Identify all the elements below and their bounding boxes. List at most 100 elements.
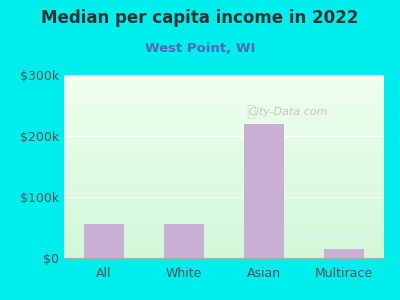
Bar bbox=[64, 183, 384, 185]
Bar bbox=[64, 203, 384, 205]
Bar bbox=[64, 216, 384, 218]
Bar bbox=[64, 192, 384, 194]
Bar bbox=[64, 210, 384, 212]
Bar bbox=[64, 110, 384, 112]
Bar bbox=[64, 165, 384, 167]
Bar bbox=[64, 132, 384, 134]
Bar bbox=[64, 238, 384, 240]
Bar bbox=[64, 134, 384, 135]
Bar bbox=[64, 230, 384, 232]
Bar bbox=[64, 200, 384, 201]
Bar bbox=[64, 150, 384, 152]
Bar bbox=[64, 119, 384, 121]
Bar bbox=[64, 123, 384, 124]
Bar bbox=[64, 174, 384, 176]
Bar bbox=[64, 92, 384, 93]
Bar bbox=[64, 104, 384, 106]
Bar bbox=[64, 176, 384, 178]
Bar bbox=[64, 212, 384, 214]
Bar bbox=[64, 84, 384, 86]
Bar bbox=[64, 79, 384, 80]
Bar bbox=[64, 139, 384, 141]
Bar bbox=[64, 145, 384, 146]
Bar bbox=[64, 198, 384, 200]
Bar bbox=[64, 100, 384, 103]
Bar bbox=[64, 163, 384, 165]
Bar bbox=[64, 178, 384, 179]
Bar bbox=[64, 99, 384, 100]
Bar bbox=[64, 208, 384, 210]
Bar bbox=[64, 205, 384, 207]
Bar bbox=[64, 236, 384, 238]
Bar bbox=[64, 128, 384, 130]
Bar bbox=[64, 152, 384, 154]
Bar bbox=[64, 225, 384, 227]
Bar bbox=[64, 242, 384, 243]
Bar bbox=[64, 253, 384, 254]
Text: City-Data.com: City-Data.com bbox=[248, 106, 328, 117]
Bar bbox=[64, 245, 384, 247]
Bar bbox=[244, 124, 284, 258]
Bar bbox=[64, 251, 384, 253]
Bar bbox=[64, 148, 384, 150]
Bar bbox=[64, 220, 384, 221]
Bar bbox=[64, 141, 384, 143]
Bar bbox=[64, 181, 384, 183]
Bar bbox=[64, 113, 384, 115]
Bar bbox=[64, 232, 384, 234]
Bar bbox=[64, 95, 384, 97]
Bar bbox=[64, 102, 384, 104]
Bar bbox=[64, 155, 384, 157]
Bar bbox=[64, 143, 384, 145]
Bar bbox=[164, 224, 204, 258]
Bar bbox=[64, 256, 384, 258]
Bar bbox=[64, 247, 384, 249]
Bar bbox=[64, 179, 384, 181]
Bar bbox=[64, 159, 384, 161]
Bar bbox=[64, 112, 384, 113]
Bar bbox=[64, 82, 384, 84]
Bar bbox=[64, 201, 384, 203]
Bar bbox=[64, 221, 384, 223]
Bar bbox=[64, 90, 384, 92]
Bar bbox=[64, 154, 384, 155]
Text: Median per capita income in 2022: Median per capita income in 2022 bbox=[41, 9, 359, 27]
Bar bbox=[64, 223, 384, 225]
Bar bbox=[64, 254, 384, 256]
Bar bbox=[64, 115, 384, 117]
Bar bbox=[64, 135, 384, 137]
Bar bbox=[64, 121, 384, 123]
Bar bbox=[64, 170, 384, 172]
Bar bbox=[64, 167, 384, 168]
Bar bbox=[64, 80, 384, 82]
Bar bbox=[64, 146, 384, 148]
Bar bbox=[64, 124, 384, 126]
Bar bbox=[64, 75, 384, 77]
Bar bbox=[64, 214, 384, 216]
Bar bbox=[64, 168, 384, 170]
Bar bbox=[64, 108, 384, 110]
Bar bbox=[64, 130, 384, 132]
Bar bbox=[64, 185, 384, 187]
Bar bbox=[64, 188, 384, 190]
Bar bbox=[64, 207, 384, 208]
Bar bbox=[64, 190, 384, 192]
Bar bbox=[64, 229, 384, 230]
Bar bbox=[64, 117, 384, 119]
Bar bbox=[64, 218, 384, 220]
Bar bbox=[64, 240, 384, 242]
Bar bbox=[64, 86, 384, 88]
Bar bbox=[64, 137, 384, 139]
Bar bbox=[64, 243, 384, 245]
Bar bbox=[324, 249, 364, 258]
Bar bbox=[64, 194, 384, 196]
Text: ⓘ: ⓘ bbox=[247, 104, 256, 119]
Bar bbox=[64, 249, 384, 251]
Bar bbox=[64, 106, 384, 108]
Text: West Point, WI: West Point, WI bbox=[145, 42, 255, 55]
Bar bbox=[64, 126, 384, 128]
Bar bbox=[64, 157, 384, 159]
Bar bbox=[64, 234, 384, 236]
Bar bbox=[64, 88, 384, 90]
Bar bbox=[64, 161, 384, 163]
